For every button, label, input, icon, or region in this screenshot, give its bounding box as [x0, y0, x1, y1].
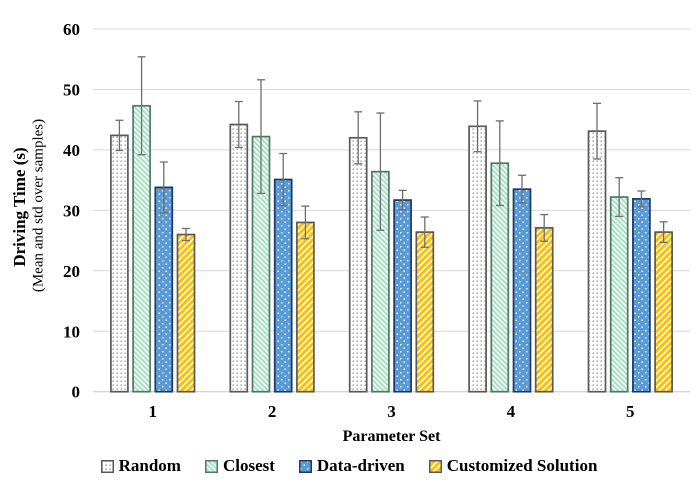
legend-swatch-icon [428, 459, 442, 473]
bar-customized-solution-5 [654, 231, 673, 393]
bar-customized-solution-1 [176, 233, 196, 393]
y-tick-label: 0 [72, 383, 81, 402]
error-bar [137, 56, 146, 156]
legend-label: Closest [222, 456, 275, 475]
error-bar [593, 102, 601, 160]
y-tick-label: 50 [63, 80, 80, 99]
bar-random-4 [468, 125, 487, 393]
error-bar [495, 120, 504, 207]
error-bar [518, 174, 526, 204]
legend-label: Data-driven [316, 456, 405, 475]
bar-random-1 [110, 134, 129, 393]
error-bar [420, 216, 429, 248]
legend-item-customized-solution: Customized Solution [428, 456, 598, 476]
legend-label: Random [118, 456, 181, 475]
x-tick-label: 2 [268, 402, 277, 421]
x-tick-label: 4 [507, 402, 516, 421]
error-bar [182, 227, 190, 242]
x-tick-label: 1 [148, 402, 157, 421]
bar-data-driven-5 [632, 198, 651, 393]
x-tick-label: 5 [626, 402, 635, 421]
bar-closest-5 [609, 196, 629, 393]
legend-swatch-icon [298, 459, 312, 473]
legend-swatch-icon [204, 459, 218, 473]
y-tick-label: 30 [63, 201, 80, 220]
bar-customized-solution-3 [415, 231, 435, 393]
bar-random-5 [587, 130, 607, 393]
error-bar [398, 189, 407, 211]
error-bar [659, 221, 668, 244]
y-tick-label: 20 [63, 262, 80, 281]
bar-data-driven-4 [512, 188, 532, 393]
error-bar [473, 100, 482, 153]
error-bar [279, 152, 288, 207]
legend-item-random: Random [100, 456, 181, 476]
bar-data-driven-3 [393, 199, 412, 393]
y-tick-label: 40 [63, 141, 80, 160]
legend-item-closest: Closest [204, 456, 275, 476]
y-tick-label: 60 [63, 20, 80, 39]
error-bar [354, 111, 363, 165]
error-bar [540, 213, 549, 242]
error-bar [615, 177, 624, 218]
error-bar [257, 79, 265, 195]
bar-data-driven-1 [154, 186, 174, 393]
legend-item-data-driven: Data-driven [298, 456, 405, 476]
y-tick-label: 10 [63, 322, 80, 341]
error-bar [301, 205, 310, 240]
error-bar [159, 161, 168, 214]
bar-random-3 [348, 136, 368, 393]
x-tick-label: 3 [387, 402, 396, 421]
error-bar [234, 100, 243, 149]
y-axis-subtitle: (Mean and std over samples) [30, 118, 47, 293]
legend-label: Customized Solution [446, 456, 598, 475]
x-axis-title: Parameter Set [342, 428, 441, 445]
bar-customized-solution-2 [296, 221, 315, 393]
bar-random-2 [229, 123, 249, 393]
y-axis-title: Driving Time (s) [10, 147, 29, 267]
bar-customized-solution-4 [534, 227, 554, 393]
legend: Random Closest Data-driven Customized Solut… [0, 456, 698, 476]
error-bar [376, 112, 385, 231]
error-bar [115, 119, 124, 152]
legend-swatch-icon [100, 459, 114, 473]
bar-data-driven-2 [273, 178, 293, 393]
error-bar [637, 190, 646, 208]
